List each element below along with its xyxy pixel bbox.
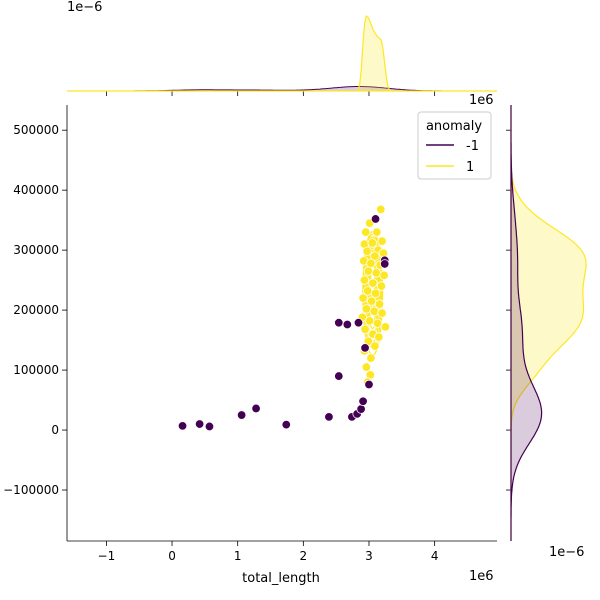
x-tick-label: 1	[234, 549, 242, 563]
x-tick-label: 3	[365, 549, 373, 563]
main-axes: −1 0 1 2 3 4 −100000 0 100000 200000 300000 400000 5…	[3, 105, 497, 563]
point-anomaly-pos1	[374, 332, 384, 342]
point-anomaly-pos1	[379, 270, 389, 281]
point-anomaly-pos1	[377, 308, 387, 318]
x-tick-label: 0	[168, 549, 176, 563]
point-anomaly-neg1	[251, 403, 261, 414]
point-anomaly-pos1	[368, 278, 378, 288]
point-anomaly-neg1	[356, 404, 366, 414]
point-anomaly-pos1	[366, 353, 376, 363]
point-anomaly-neg1	[204, 421, 215, 432]
point-anomaly-neg1	[353, 318, 364, 328]
point-anomaly-pos1	[361, 227, 371, 237]
point-anomaly-neg1	[370, 214, 381, 224]
point-anomaly-neg1	[358, 396, 368, 406]
legend-label-pos1: 1	[466, 160, 474, 175]
scatter-points	[177, 204, 391, 432]
point-anomaly-pos1	[358, 293, 368, 303]
point-anomaly-pos1	[370, 251, 380, 261]
point-anomaly-pos1	[366, 258, 376, 269]
point-anomaly-pos1	[370, 288, 381, 299]
right-marginal-kde	[506, 105, 587, 541]
point-anomaly-pos1	[364, 316, 375, 326]
point-anomaly-pos1	[371, 268, 381, 278]
x-axis-label: total_length	[242, 571, 320, 586]
point-anomaly-pos1	[372, 227, 382, 237]
point-anomaly-neg1	[364, 379, 374, 390]
legend: anomaly -1 1	[417, 111, 492, 180]
legend-label-neg1: -1	[466, 139, 479, 154]
point-anomaly-pos1	[377, 236, 387, 246]
right-marginal-scale-label: 1e−6	[549, 545, 584, 560]
x-tick-label: −1	[98, 549, 116, 563]
y-tick-label: 100000	[13, 363, 59, 377]
point-anomaly-neg1	[177, 421, 188, 431]
point-anomaly-neg1	[236, 410, 247, 420]
top-marginal-kde	[67, 14, 497, 96]
point-anomaly-pos1	[380, 322, 391, 332]
point-anomaly-pos1	[360, 324, 370, 334]
top-kde-neg1	[67, 86, 497, 92]
point-anomaly-neg1	[342, 319, 353, 330]
point-anomaly-neg1	[334, 318, 344, 328]
point-anomaly-pos1	[366, 296, 377, 306]
legend-frame	[417, 111, 492, 180]
point-anomaly-pos1	[376, 204, 386, 215]
point-anomaly-pos1	[370, 341, 380, 351]
y-tick-label: 0	[51, 423, 59, 437]
top-kde-pos1	[67, 14, 497, 92]
y-tick-label: −100000	[3, 483, 59, 497]
top-marginal-scale-label: 1e−6	[67, 0, 102, 15]
legend-title: anomaly	[426, 119, 482, 134]
point-anomaly-neg1	[334, 371, 344, 381]
point-anomaly-pos1	[362, 246, 372, 257]
y-axis-scale-label: 1e6	[469, 93, 494, 108]
point-anomaly-pos1	[361, 362, 372, 372]
x-tick-label: 4	[431, 549, 439, 563]
point-anomaly-neg1	[194, 419, 205, 429]
x-axis-scale-label: 1e6	[469, 569, 494, 584]
point-anomaly-pos1	[363, 266, 374, 276]
point-anomaly-neg1	[380, 259, 390, 269]
y-tick-label: 500000	[13, 123, 59, 137]
y-tick-label: 200000	[13, 303, 59, 317]
point-anomaly-neg1	[360, 343, 370, 353]
point-anomaly-pos1	[361, 304, 372, 314]
point-anomaly-pos1	[376, 281, 387, 291]
point-anomaly-neg1	[281, 419, 291, 430]
point-anomaly-neg1	[324, 412, 334, 422]
point-anomaly-pos1	[374, 299, 385, 309]
x-tick-label: 2	[300, 549, 308, 563]
point-anomaly-pos1	[367, 238, 377, 248]
y-tick-label: 400000	[13, 183, 59, 197]
right-kde-neg1	[510, 105, 543, 541]
point-anomaly-pos1	[369, 306, 379, 317]
point-anomaly-pos1	[359, 275, 370, 285]
y-tick-label: 300000	[13, 243, 59, 257]
point-anomaly-pos1	[372, 318, 383, 328]
